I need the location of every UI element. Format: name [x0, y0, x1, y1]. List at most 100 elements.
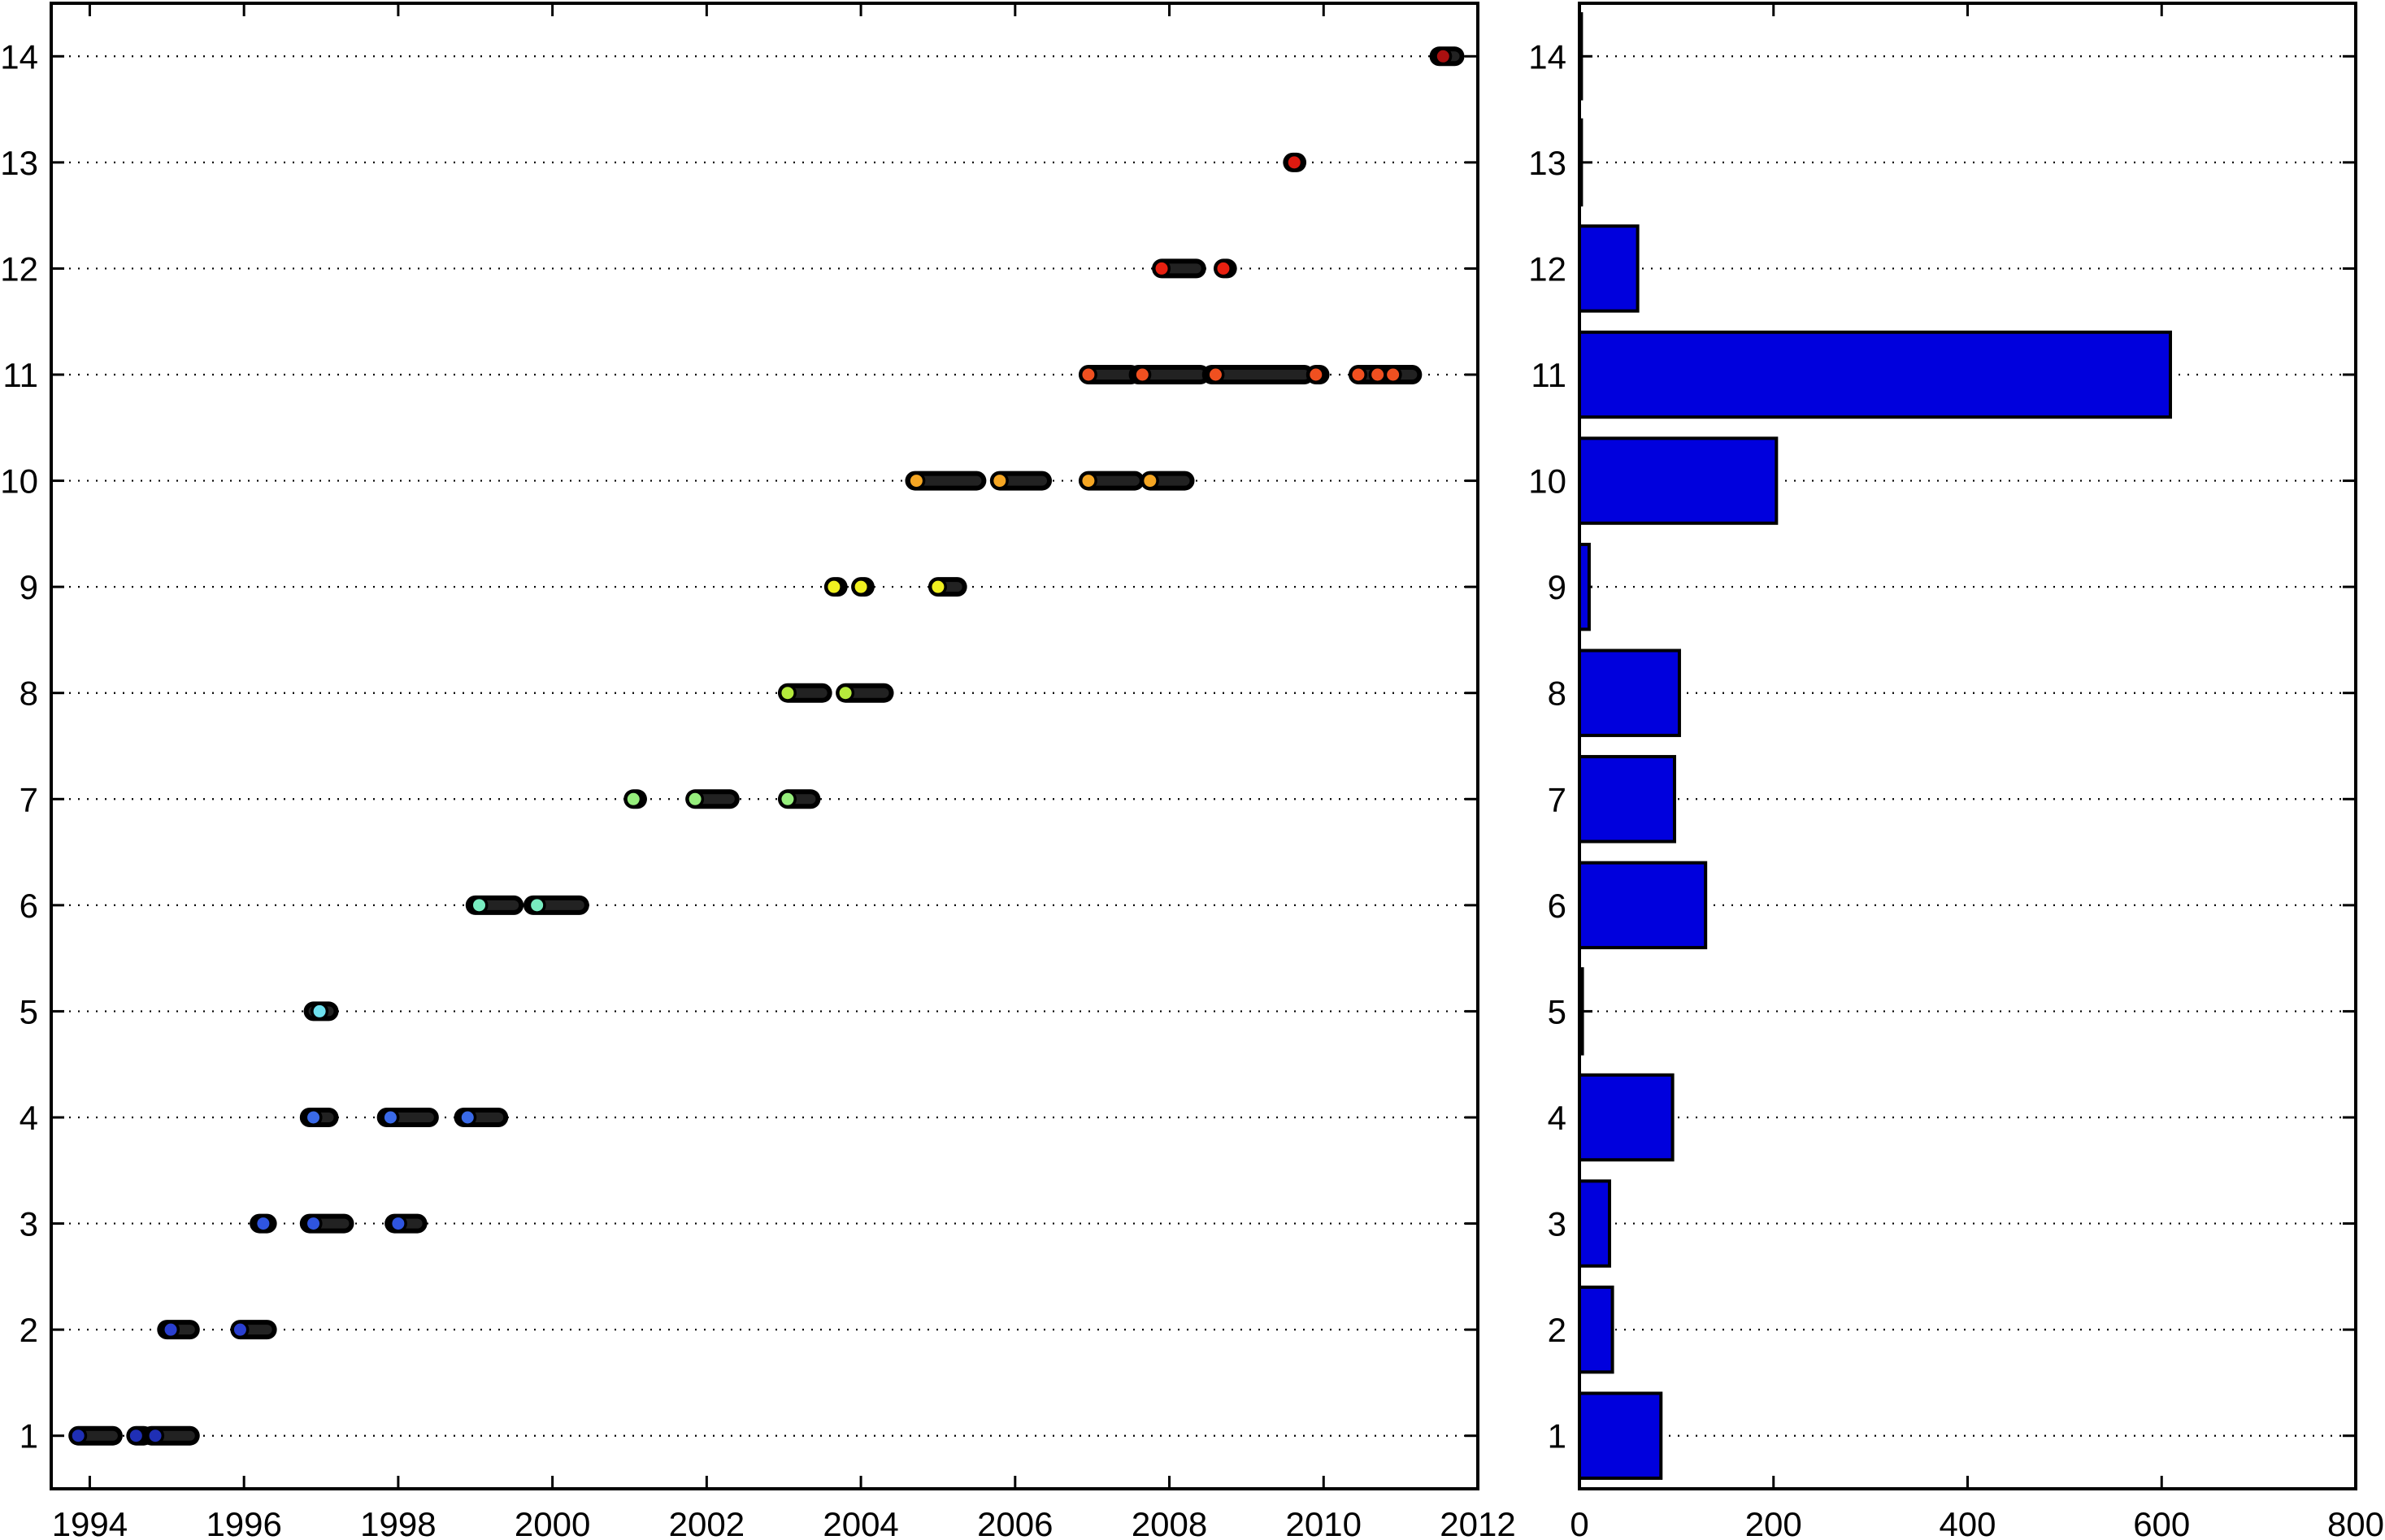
bar-axes-box — [1578, 2, 2357, 1490]
bar-y-tick-label: 14 — [1528, 37, 1566, 76]
bar-4 — [1578, 1073, 1675, 1162]
scatter-point — [1288, 156, 1301, 169]
bar-y-tick-label: 4 — [1548, 1099, 1566, 1137]
scatter-y-tick-label: 1 — [20, 1417, 38, 1455]
bar-9 — [1578, 542, 1591, 631]
bar-y-tick-label: 12 — [1528, 249, 1566, 288]
scatter-point — [1136, 368, 1149, 381]
bar-11 — [1578, 330, 2172, 419]
scatter-point — [384, 1111, 397, 1124]
scatter-series-14 — [1429, 46, 1465, 67]
scatter-x-tick-label: 2010 — [1286, 1505, 1362, 1540]
scatter-point — [627, 792, 640, 805]
bar-y-tick-label: 5 — [1548, 992, 1566, 1030]
scatter-point — [307, 1111, 320, 1124]
scatter-point — [233, 1323, 246, 1336]
scatter-point — [1144, 475, 1157, 488]
bar-y-tick-label: 7 — [1548, 780, 1566, 818]
scatter-y-tick-label: 5 — [20, 992, 38, 1030]
scatter-point — [910, 475, 923, 488]
scatter-point — [689, 792, 702, 805]
scatter-point — [1436, 50, 1449, 63]
scatter-point — [854, 580, 867, 593]
scatter-point — [1371, 368, 1384, 381]
scatter-point — [781, 792, 794, 805]
scatter-series-2 — [157, 1320, 277, 1340]
scatter-point — [839, 687, 852, 700]
scatter-y-tick-label: 6 — [20, 887, 38, 925]
scatter-point — [164, 1323, 177, 1336]
bar-x-tick-label: 800 — [2327, 1505, 2384, 1540]
bar-x-tick-label: 200 — [1745, 1505, 1802, 1540]
scatter-point — [1387, 368, 1400, 381]
scatter-series-4 — [299, 1108, 509, 1127]
bar-1 — [1578, 1391, 1663, 1480]
scatter-y-tick-label: 3 — [20, 1205, 38, 1243]
scatter-y-tick-label: 9 — [20, 568, 38, 606]
scatter-point — [993, 475, 1006, 488]
bar-y-tick-label: 9 — [1548, 568, 1566, 606]
bar-y-tick-label: 13 — [1528, 144, 1566, 182]
scatter-x-tick-label: 2000 — [515, 1505, 590, 1540]
scatter-series-5 — [303, 1001, 339, 1022]
bar-x-tick-label: 400 — [1939, 1505, 1996, 1540]
scatter-point — [781, 687, 794, 700]
scatter-series-11 — [1078, 365, 1423, 384]
scatter-point — [307, 1217, 320, 1230]
scatter-point — [531, 899, 544, 912]
scatter-x-tick-label: 2008 — [1132, 1505, 1207, 1540]
scatter-point — [129, 1429, 142, 1442]
scatter-series-13 — [1283, 152, 1307, 172]
scatter-point — [1217, 262, 1230, 275]
bar-y-tick-label: 6 — [1548, 887, 1566, 925]
scatter-series-7 — [623, 789, 821, 809]
bar-3 — [1578, 1179, 1612, 1268]
bar-x-tick-label: 600 — [2133, 1505, 2190, 1540]
scatter-point — [1352, 368, 1365, 381]
scatter-point — [461, 1111, 474, 1124]
scatter-point — [72, 1429, 85, 1442]
scatter-x-tick-label: 1998 — [360, 1505, 436, 1540]
scatter-series-12 — [1152, 258, 1237, 279]
scatter-series-9 — [823, 577, 967, 597]
scatter-point — [932, 580, 945, 593]
scatter-point — [1310, 368, 1323, 381]
scatter-point — [1082, 368, 1095, 381]
bar-14 — [1578, 12, 1583, 101]
scatter-point — [1082, 475, 1095, 488]
bar-y-tick-label: 1 — [1548, 1417, 1566, 1455]
scatter-y-tick-label: 12 — [0, 249, 38, 288]
bar-y-tick-label: 11 — [1531, 356, 1566, 394]
scatter-series-10 — [905, 471, 1195, 491]
scatter-x-tick-label: 2012 — [1440, 1505, 1515, 1540]
bar-y-tick-label: 10 — [1528, 462, 1566, 501]
scatter-point — [828, 580, 841, 593]
scatter-y-tick-label: 10 — [0, 462, 38, 501]
bar-y-tick-label: 2 — [1548, 1311, 1566, 1349]
scatter-y-tick-label: 8 — [20, 675, 38, 713]
bar-13 — [1578, 118, 1583, 207]
bar-10 — [1578, 436, 1779, 525]
bar-y-tick-label: 3 — [1548, 1205, 1566, 1243]
scatter-y-tick-label: 7 — [20, 780, 38, 818]
scatter-x-tick-label: 1996 — [206, 1505, 281, 1540]
scatter-point — [149, 1429, 162, 1442]
bar-7 — [1578, 755, 1676, 844]
bar-x-tick-label: 0 — [1570, 1505, 1588, 1540]
scatter-point — [257, 1217, 270, 1230]
bar-8 — [1578, 649, 1681, 737]
scatter-series-6 — [465, 895, 589, 915]
scatter-series-1 — [68, 1425, 200, 1446]
bar-2 — [1578, 1285, 1614, 1374]
scatter-point — [1155, 262, 1168, 275]
bar-12 — [1578, 224, 1640, 313]
scatter-y-tick-label: 14 — [0, 37, 38, 76]
scatter-x-tick-label: 2006 — [977, 1505, 1053, 1540]
scatter-point — [1209, 368, 1222, 381]
scatter-point — [392, 1217, 405, 1230]
scatter-series-8 — [777, 683, 894, 703]
bar-y-tick-label: 8 — [1548, 675, 1566, 713]
scatter-x-tick-label: 1994 — [52, 1505, 128, 1540]
